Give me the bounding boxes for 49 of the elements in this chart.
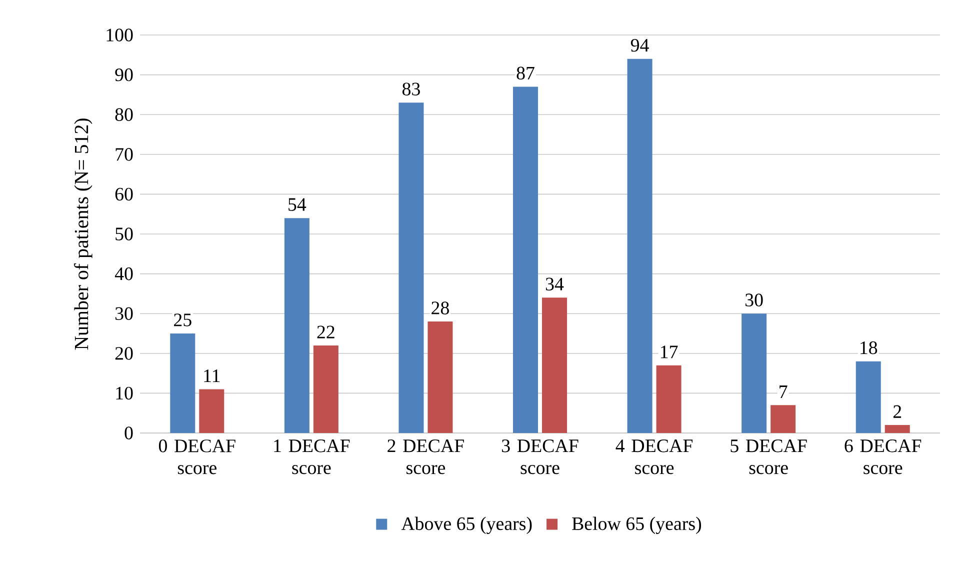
x-tick-label: 0 DECAF score bbox=[158, 440, 236, 474]
y-tick-label: 40 bbox=[114, 267, 133, 280]
bar bbox=[199, 389, 224, 433]
bar bbox=[627, 58, 652, 433]
y-tick-label: 100 bbox=[106, 28, 133, 42]
y-tick-label: 50 bbox=[116, 228, 133, 240]
data-label: 87 bbox=[516, 66, 534, 80]
x-tick-label: 2 DECAF score bbox=[388, 440, 464, 474]
data-label: 54 bbox=[288, 198, 306, 211]
y-tick-label: 30 bbox=[115, 307, 133, 320]
x-tick-label: 4 DECAF score bbox=[616, 440, 693, 474]
bar bbox=[313, 345, 338, 433]
bar bbox=[856, 361, 881, 433]
data-label: 22 bbox=[317, 326, 334, 338]
y-axis-title: Number of patients (N= 512) bbox=[74, 118, 92, 350]
x-tick-label: 6 DECAF score bbox=[844, 440, 922, 474]
y-tick-label: 60 bbox=[115, 188, 133, 201]
data-label: 7 bbox=[780, 386, 788, 398]
legend-label: Below 65 (years) bbox=[572, 516, 702, 534]
data-label: 34 bbox=[546, 278, 564, 290]
bar bbox=[513, 86, 538, 433]
data-label: 25 bbox=[174, 314, 192, 326]
bar bbox=[656, 365, 682, 433]
y-tick-label: 90 bbox=[115, 68, 133, 82]
legend-label: Above 65 (years) bbox=[401, 516, 532, 534]
x-tick-label: 3 DECAF score bbox=[502, 440, 578, 474]
data-label: 18 bbox=[860, 341, 878, 354]
bar bbox=[170, 334, 196, 433]
bar bbox=[284, 218, 310, 433]
bar bbox=[542, 298, 568, 433]
data-label: 94 bbox=[630, 38, 649, 52]
bar bbox=[398, 102, 424, 433]
x-tick-label: 5 DECAF score bbox=[730, 440, 807, 474]
data-label: 28 bbox=[432, 302, 449, 314]
y-tick-label: 10 bbox=[116, 386, 133, 400]
data-label: 30 bbox=[746, 294, 763, 306]
data-label: 83 bbox=[402, 82, 420, 96]
y-tick-label: 70 bbox=[116, 148, 133, 161]
y-tick-label: 20 bbox=[115, 347, 133, 360]
y-tick-label: 0 bbox=[124, 426, 133, 440]
data-label: 11 bbox=[204, 370, 220, 382]
bar bbox=[884, 425, 910, 433]
y-tick-label: 80 bbox=[115, 108, 133, 121]
data-label: 2 bbox=[893, 405, 902, 418]
bar bbox=[428, 322, 453, 433]
bar bbox=[770, 405, 796, 433]
x-tick-label: 1 DECAF score bbox=[274, 440, 350, 474]
data-label: 17 bbox=[660, 346, 678, 358]
bar bbox=[742, 314, 767, 433]
